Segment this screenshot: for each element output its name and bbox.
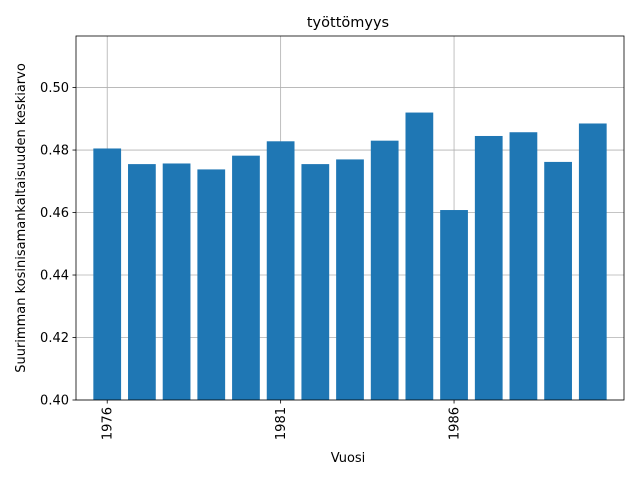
bars	[93, 112, 607, 401]
bar-1990	[578, 123, 607, 400]
y-axis-label: Suurimman kosinisamankaltaisuuden keskia…	[14, 63, 29, 373]
x-tick-label: 1986	[448, 407, 463, 440]
bar-1987	[474, 135, 503, 400]
bar-1985	[405, 112, 434, 401]
x-tick-label: 1981	[274, 407, 289, 440]
bar-1989	[544, 161, 572, 400]
axes-frame	[75, 35, 625, 401]
y-tick-label: 0.42	[40, 331, 69, 346]
bar-1980	[232, 155, 260, 400]
y-ticks: 0.40 0.42 0.44 0.46 0.48 0.50	[40, 81, 76, 409]
bar-1979	[197, 169, 226, 400]
x-tick-label: 1976	[101, 407, 116, 440]
y-tick-label: 0.46	[40, 206, 69, 221]
bar-1983	[336, 159, 364, 400]
bar-1978	[162, 163, 191, 400]
bar-1976	[93, 148, 122, 400]
bar-1988	[509, 132, 538, 401]
y-tick-label: 0.40	[40, 394, 69, 409]
bar-1981	[266, 141, 295, 400]
bar-1982	[301, 164, 330, 400]
y-tick-label: 0.44	[40, 269, 69, 284]
x-ticks: 1976 1981 1986	[101, 400, 463, 440]
y-tick-label: 0.50	[40, 81, 69, 96]
bar-1984	[370, 140, 399, 400]
y-tick-label: 0.48	[40, 144, 69, 159]
bar-1986	[440, 210, 468, 400]
plot-frame	[75, 35, 625, 401]
chart-title: työttömyys	[307, 15, 389, 31]
x-axis-label: Vuosi	[331, 451, 366, 466]
bar-1977	[128, 164, 156, 400]
